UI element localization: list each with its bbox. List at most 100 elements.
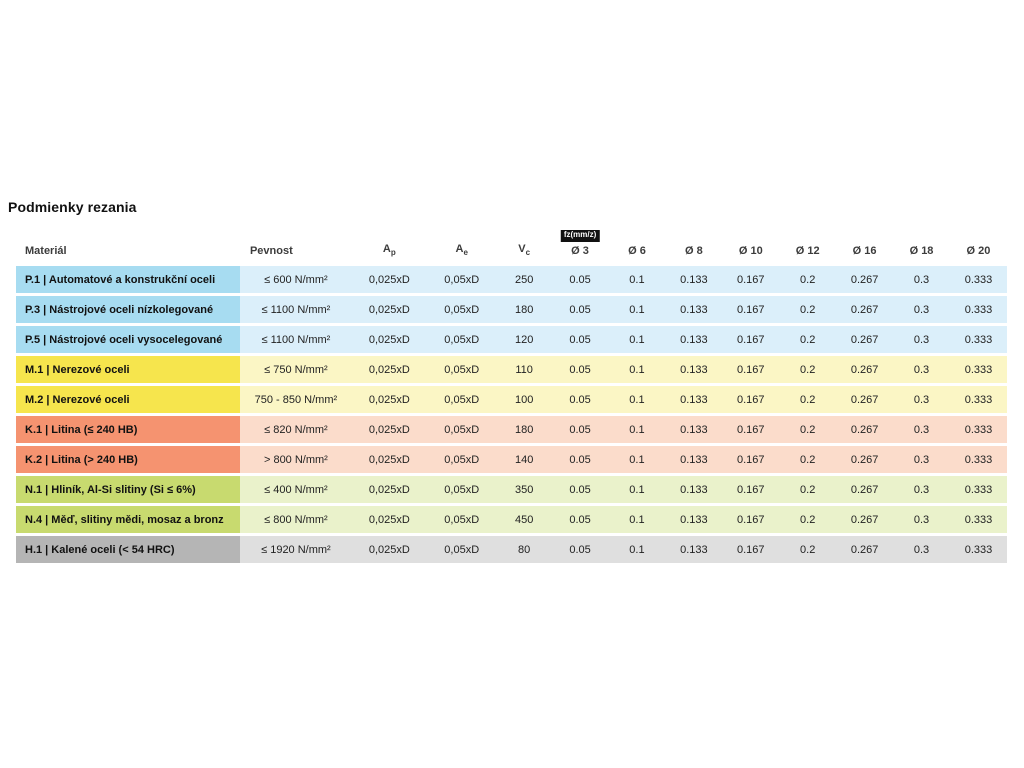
table-row: K.1 | Litina (≤ 240 HB) ≤ 820 N/mm² 0,02…	[16, 416, 1007, 443]
fz-cell-d18: 0.3	[893, 296, 950, 323]
header-diameter-6: Ø 6	[628, 245, 646, 257]
fz-cell-d10: 0.167	[722, 356, 780, 383]
fz-cell-d16: 0.267	[836, 476, 894, 503]
fz-cell-d20: 0.333	[949, 266, 1007, 293]
fz-cell-d20: 0.333	[949, 476, 1007, 503]
fz-cell-d12: 0.2	[779, 386, 837, 413]
fz-cell-d16: 0.267	[836, 326, 894, 353]
vc-cell: 140	[496, 446, 552, 473]
ap-cell: 0,025xD	[351, 326, 427, 353]
fz-cell-d12: 0.2	[779, 326, 837, 353]
ap-cell: 0,025xD	[351, 296, 427, 323]
fz-cell-d18: 0.3	[893, 446, 950, 473]
fz-cell-d12: 0.2	[779, 536, 837, 563]
fz-cell-d18: 0.3	[893, 506, 950, 533]
table-row: H.1 | Kalené oceli (< 54 HRC) ≤ 1920 N/m…	[16, 536, 1007, 563]
fz-cell-d3: 0.05	[551, 386, 609, 413]
fz-cell-d6: 0.1	[608, 356, 666, 383]
fz-cell-d16: 0.267	[836, 356, 894, 383]
fz-cell-d12: 0.2	[779, 416, 837, 443]
fz-cell-d10: 0.167	[722, 536, 780, 563]
pevnost-cell: > 800 N/mm²	[239, 446, 352, 473]
fz-cell-d16: 0.267	[836, 506, 894, 533]
ae-cell: 0,05xD	[426, 536, 497, 563]
pevnost-cell: ≤ 800 N/mm²	[239, 506, 352, 533]
fz-cell-d18: 0.3	[893, 356, 950, 383]
fz-cell-d8: 0.133	[665, 416, 723, 443]
fz-cell-d20: 0.333	[949, 386, 1007, 413]
fz-cell-d6: 0.1	[608, 446, 666, 473]
fz-cell-d6: 0.1	[608, 416, 666, 443]
header-ae-sub: e	[463, 248, 468, 257]
fz-cell-d3: 0.05	[551, 446, 609, 473]
fz-cell-d10: 0.167	[722, 266, 780, 293]
header-diameter-18: Ø 18	[909, 245, 934, 257]
ae-cell: 0,05xD	[426, 506, 497, 533]
fz-cell-d20: 0.333	[949, 356, 1007, 383]
page-title: Podmienky rezania	[8, 199, 137, 215]
fz-cell-d6: 0.1	[608, 326, 666, 353]
ap-cell: 0,025xD	[351, 506, 427, 533]
vc-cell: 110	[496, 356, 552, 383]
pevnost-cell: 750 - 850 N/mm²	[239, 386, 352, 413]
fz-cell-d18: 0.3	[893, 476, 950, 503]
material-cell: H.1 | Kalené oceli (< 54 HRC)	[16, 536, 240, 563]
vc-cell: 450	[496, 506, 552, 533]
header-ap-base: A	[382, 242, 391, 255]
header-vc-sub: c	[525, 248, 531, 257]
fz-cell-d12: 0.2	[779, 356, 837, 383]
ae-cell: 0,05xD	[426, 476, 497, 503]
ae-cell: 0,05xD	[426, 386, 497, 413]
fz-cell-d16: 0.267	[836, 536, 894, 563]
fz-cell-d18: 0.3	[893, 326, 950, 353]
fz-cell-d3: 0.05	[551, 356, 609, 383]
fz-cell-d20: 0.333	[949, 296, 1007, 323]
fz-cell-d12: 0.2	[779, 446, 837, 473]
fz-cell-d3: 0.05	[551, 416, 609, 443]
fz-cell-d18: 0.3	[893, 536, 950, 563]
fz-cell-d18: 0.3	[893, 386, 950, 413]
pevnost-cell: ≤ 750 N/mm²	[239, 356, 352, 383]
ap-cell: 0,025xD	[351, 476, 427, 503]
header-diameter-16: Ø 16	[852, 245, 877, 257]
fz-cell-d20: 0.333	[949, 416, 1007, 443]
ap-cell: 0,025xD	[351, 266, 427, 293]
fz-cell-d16: 0.267	[836, 416, 894, 443]
fz-cell-d8: 0.133	[665, 296, 723, 323]
fz-unit-badge: fz(mm/z)	[560, 230, 600, 242]
fz-cell-d6: 0.1	[608, 386, 666, 413]
fz-cell-d8: 0.133	[665, 446, 723, 473]
material-cell: P.5 | Nástrojové oceli vysocelegované	[16, 326, 240, 353]
ap-cell: 0,025xD	[351, 386, 427, 413]
fz-cell-d10: 0.167	[722, 326, 780, 353]
table-row: P.3 | Nástrojové oceli nízkolegované ≤ 1…	[16, 296, 1007, 323]
header-diameter-10: Ø 10	[738, 245, 763, 257]
ae-cell: 0,05xD	[426, 446, 497, 473]
fz-cell-d6: 0.1	[608, 476, 666, 503]
fz-cell-d8: 0.133	[665, 356, 723, 383]
header-diameter-8: Ø 8	[684, 245, 703, 257]
ap-cell: 0,025xD	[351, 536, 427, 563]
ae-cell: 0,05xD	[426, 326, 497, 353]
fz-cell-d6: 0.1	[608, 536, 666, 563]
vc-cell: 100	[496, 386, 552, 413]
cutting-conditions-table: Materiál Pevnost Ap Ae Vc fz(mm/z) Ø 3 Ø…	[16, 230, 1007, 566]
fz-cell-d12: 0.2	[779, 296, 837, 323]
pevnost-cell: ≤ 400 N/mm²	[239, 476, 352, 503]
fz-cell-d16: 0.267	[836, 296, 894, 323]
vc-cell: 120	[496, 326, 552, 353]
material-cell: P.1 | Automatové a konstrukční oceli	[16, 266, 240, 293]
fz-cell-d12: 0.2	[779, 476, 837, 503]
material-cell: M.1 | Nerezové oceli	[16, 356, 240, 383]
table-row: N.1 | Hliník, Al-Si slitiny (Si ≤ 6%) ≤ …	[16, 476, 1007, 503]
pevnost-cell: ≤ 820 N/mm²	[239, 416, 352, 443]
fz-cell-d18: 0.3	[893, 266, 950, 293]
fz-cell-d3: 0.05	[551, 266, 609, 293]
fz-cell-d3: 0.05	[551, 536, 609, 563]
vc-cell: 350	[496, 476, 552, 503]
fz-cell-d20: 0.333	[949, 506, 1007, 533]
fz-cell-d8: 0.133	[665, 476, 723, 503]
fz-cell-d20: 0.333	[949, 446, 1007, 473]
fz-cell-d6: 0.1	[608, 506, 666, 533]
table-row: M.1 | Nerezové oceli ≤ 750 N/mm² 0,025xD…	[16, 356, 1007, 383]
